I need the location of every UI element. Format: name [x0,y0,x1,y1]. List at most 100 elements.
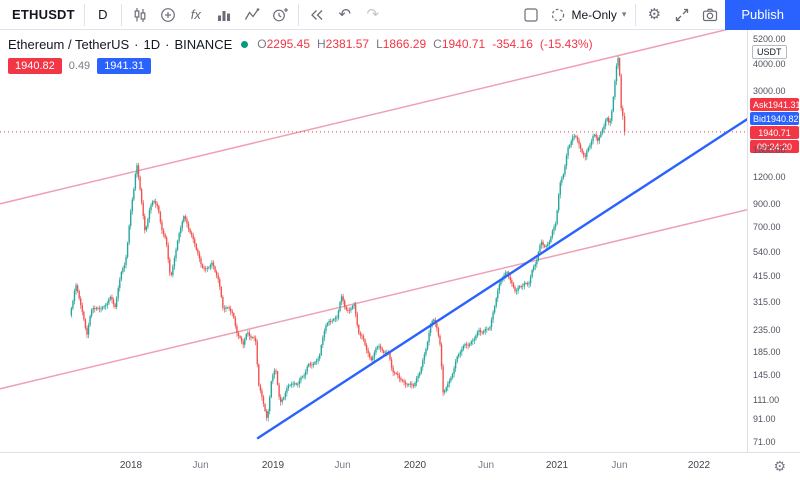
undo-button[interactable]: ↶ [332,3,358,27]
alert-button[interactable] [267,3,293,27]
toolbar-separator [83,3,85,26]
price-axis-label: 4000.00 [753,59,786,69]
legend-ohlc: O2295.45 H2381.57 L1866.29 C1940.71 -354… [257,37,592,51]
buy-price-button[interactable]: 1941.31 [97,58,151,74]
financials-button[interactable] [211,3,237,27]
dashed-circle-icon [552,8,565,21]
publish-button[interactable]: Publish [725,0,800,30]
redo-icon: ↷ [366,6,380,23]
spread-value: 0.49 [68,60,91,72]
bid-value: 1940.82 [766,113,799,124]
legend-symbol-title[interactable]: Ethereum / TetherUS [8,36,130,52]
legend-exchange: BINANCE [174,36,233,52]
redo-button[interactable]: ↷ [360,3,386,27]
toolbar-separator [635,3,637,26]
legend-row-bidask: 1940.82 0.49 1941.31 [8,58,593,74]
templates-button[interactable] [239,3,265,27]
chevron-down-icon: ▾ [621,9,627,19]
price-axis-label: 315.00 [753,297,781,308]
candlestick-icon [134,7,146,22]
interval-button[interactable]: D [98,7,108,22]
time-axis-label: Jun [334,460,351,471]
alert-clock-icon [272,7,288,21]
change-percent: (-15.43%) [539,37,593,51]
price-axis-label: 185.00 [753,347,781,358]
bar-columns-icon [217,10,230,21]
gear-icon: ⚙ [647,6,662,23]
toolbar-separator [120,3,122,26]
fullscreen-icon [676,8,689,21]
compare-add-icon [160,7,175,22]
time-axis[interactable]: 2018 Jun 2019 Jun 2020 Jun 2021 Jun 2022 [0,452,800,481]
price-axis-label: 415.00 [753,271,781,282]
indicators-button[interactable]: fx [183,3,209,27]
chart-pane[interactable]: Ethereum / TetherUS · 1D · BINANCE O2295… [0,30,800,481]
close-label: C [433,37,442,51]
layout-name-dropdown[interactable]: Me-Only ▾ [546,3,630,27]
compare-button[interactable] [155,3,181,27]
undo-icon: ↶ [338,6,352,23]
replay-rewind-icon [310,9,323,20]
time-axis-label: 2021 [545,460,569,471]
price-axis-label: 900.00 [753,198,781,209]
price-axis-label: 145.00 [753,370,781,381]
time-axis-label: 2020 [403,460,427,471]
low-value: 1866.29 [382,37,427,51]
layout-square-icon [524,7,539,22]
ask-value: 1941.31 [768,99,800,110]
ask-price-badge: Ask 1941.31 [750,98,800,111]
chart-legend: Ethereum / TetherUS · 1D · BINANCE O2295… [8,35,593,74]
snapshot-button[interactable] [697,3,723,27]
price-chart-svg[interactable] [0,30,747,452]
bar-countdown-badge: 09:24:20 [750,140,799,153]
high-label: H [317,37,326,51]
zigzag-line-icon [244,7,260,20]
price-axis-label: 3000.00 [753,85,786,96]
bid-label: Bid [753,113,767,124]
axis-settings-gear-icon[interactable]: ⚙ [773,458,786,474]
select-layout-button[interactable] [518,3,544,27]
change-value: -354.16 [492,37,533,51]
chart-settings-button[interactable]: ⚙ [641,3,667,27]
axis-unit-button[interactable]: USDT [752,45,787,59]
legend-separator: · [165,36,170,52]
fullscreen-button[interactable] [669,3,695,27]
price-axis-label: 91.00 [753,413,776,424]
low-label: L [376,37,383,51]
camera-icon [703,8,718,21]
price-axis-label: 1600.00 [753,144,786,155]
time-axis-label: 2018 [119,460,143,471]
price-axis[interactable]: USDT Ask 1941.31 Bid 1940.82 1940.71 09:… [747,30,800,452]
legend-interval[interactable]: 1D [143,36,161,52]
open-value: 2295.45 [266,37,310,51]
legend-row-main: Ethereum / TetherUS · 1D · BINANCE O2295… [8,35,593,53]
time-axis-label: Jun [611,460,628,471]
price-axis-label: 540.00 [753,246,781,257]
symbol-button[interactable]: ETHUSDT [12,7,75,22]
time-axis-label: Jun [477,460,495,471]
price-axis-label: 71.00 [753,437,776,447]
time-axis-label: Jun [192,460,209,471]
chart-type-button[interactable] [127,3,153,27]
bid-price-badge: Bid 1940.82 [750,112,799,125]
price-axis-label: 5200.00 [753,34,786,45]
price-axis-label: 1200.00 [753,171,786,182]
time-axis-label: 2019 [261,460,285,471]
price-axis-label: 235.00 [753,324,781,335]
toolbar-separator [297,3,299,26]
layout-name-label: Me-Only [571,7,617,22]
top-toolbar: ETHUSDT D fx [0,0,800,30]
close-value: 1940.71 [441,37,486,51]
replay-button[interactable] [304,3,330,27]
ask-label: Ask [753,99,769,110]
market-status-dot-icon [241,40,249,48]
open-label: O [257,37,267,51]
high-value: 2381.57 [325,37,370,51]
price-axis-label: 700.00 [753,222,781,233]
legend-separator: · [134,36,139,52]
time-axis-label: 2022 [687,460,711,471]
sell-price-button[interactable]: 1940.82 [8,58,62,74]
indicators-fx-icon: fx [190,7,201,22]
last-price-badge: 1940.71 [750,126,799,139]
